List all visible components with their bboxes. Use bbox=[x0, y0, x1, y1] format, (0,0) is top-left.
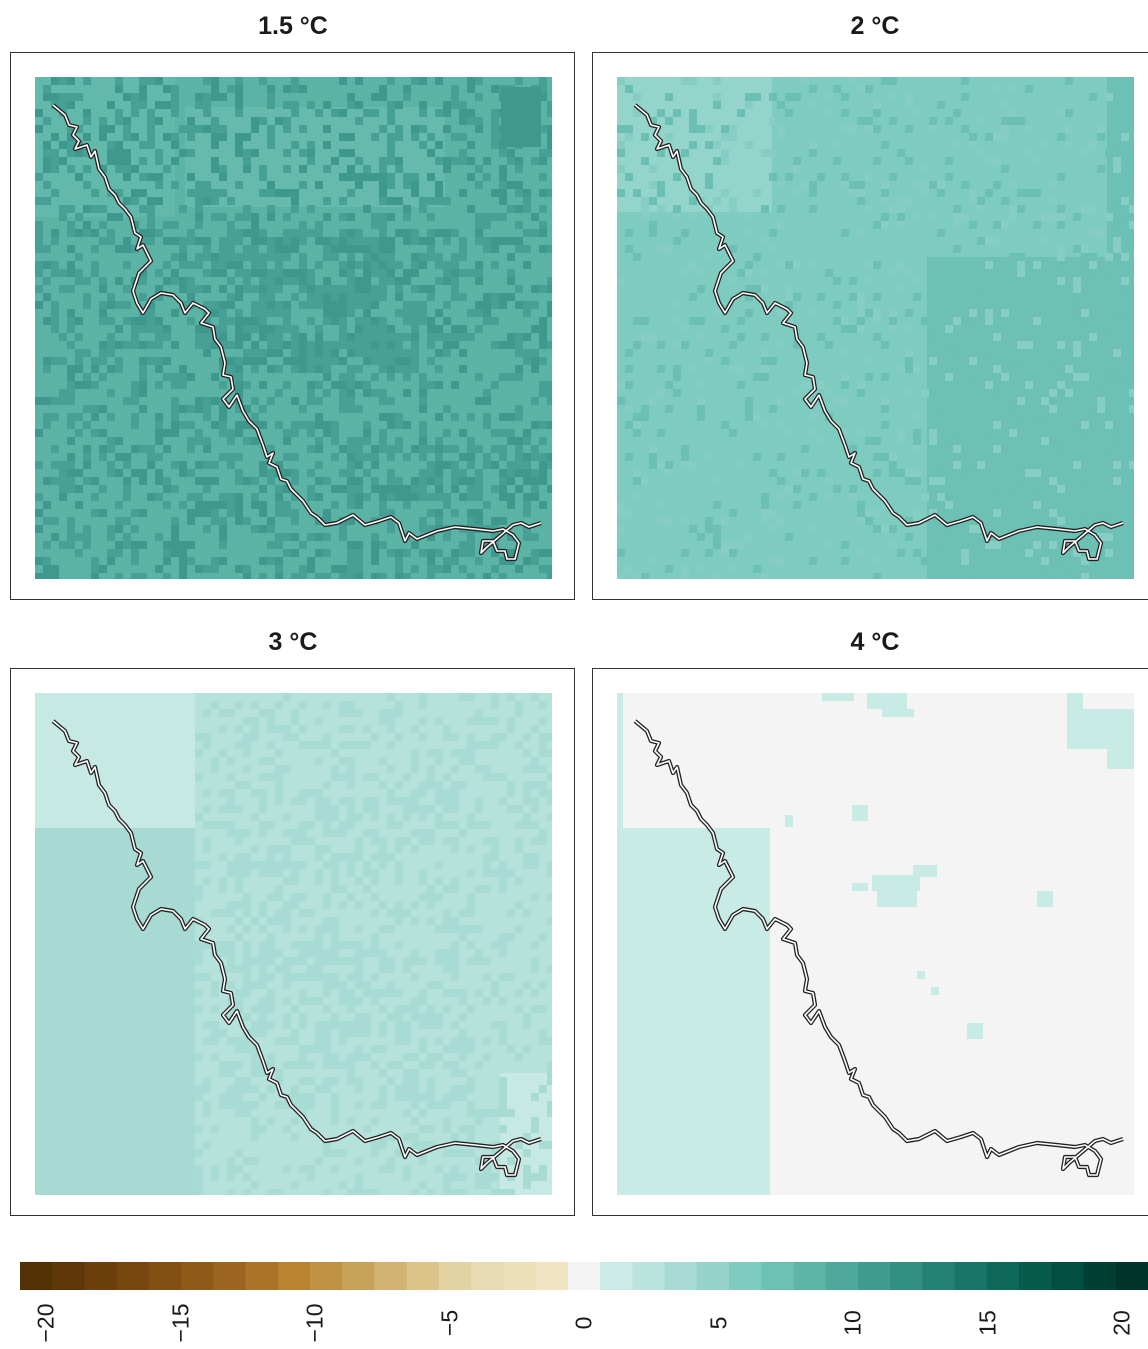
raster-map-2c bbox=[617, 77, 1134, 579]
legend-swatch bbox=[310, 1262, 343, 1290]
legend-tick-label: −10 bbox=[285, 1302, 345, 1344]
legend-tick-label: 15 bbox=[958, 1302, 1018, 1344]
legend-swatch bbox=[954, 1262, 988, 1290]
coastline-outline bbox=[633, 719, 1124, 1178]
legend-tick-text: 0 bbox=[570, 1316, 597, 1330]
panel-title-3c: 3 °C bbox=[268, 628, 318, 656]
legend-swatch bbox=[1051, 1262, 1085, 1290]
legend-tick-text: −10 bbox=[301, 1303, 328, 1343]
panel-title-4c: 4 °C bbox=[850, 628, 900, 656]
legend-swatch bbox=[148, 1262, 182, 1290]
legend-tick-text: 20 bbox=[1108, 1310, 1135, 1336]
legend-swatch bbox=[471, 1262, 505, 1290]
legend-swatch bbox=[761, 1262, 795, 1290]
legend-swatch bbox=[632, 1262, 666, 1290]
legend-swatch bbox=[1019, 1262, 1052, 1290]
map-panel-2c bbox=[592, 52, 1148, 600]
map-panel-3c bbox=[10, 668, 575, 1216]
legend-tick-text: 5 bbox=[705, 1316, 731, 1330]
raster-map-4c bbox=[617, 693, 1134, 1195]
legend-tick-label: 10 bbox=[823, 1302, 883, 1344]
darker-strip-west bbox=[35, 828, 195, 1195]
color-legend-bar bbox=[20, 1262, 1148, 1290]
legend-swatch bbox=[181, 1262, 214, 1290]
legend-swatch bbox=[600, 1262, 633, 1290]
legend-swatch bbox=[696, 1262, 730, 1290]
legend-swatch bbox=[503, 1262, 537, 1290]
raster-map-3c bbox=[35, 693, 552, 1195]
legend-tick-label: 0 bbox=[554, 1302, 614, 1344]
legend-swatch bbox=[245, 1262, 279, 1290]
legend-swatch bbox=[84, 1262, 118, 1290]
coastline-outline bbox=[51, 103, 542, 562]
darker-block-east bbox=[927, 257, 1134, 579]
legend-swatch bbox=[535, 1262, 569, 1290]
legend-tick-text: −5 bbox=[436, 1309, 462, 1337]
legend-swatch bbox=[277, 1262, 311, 1290]
legend-swatch bbox=[1115, 1262, 1148, 1290]
legend-swatch bbox=[20, 1262, 53, 1290]
legend-swatch bbox=[922, 1262, 956, 1290]
legend-tick-text: −20 bbox=[32, 1303, 59, 1343]
legend-tick-label: −5 bbox=[420, 1302, 480, 1344]
legend-swatch bbox=[825, 1262, 859, 1290]
legend-tick-label: 5 bbox=[689, 1302, 749, 1344]
coastline-outline bbox=[633, 103, 1124, 562]
teal-strip-west bbox=[617, 828, 770, 1195]
legend-swatch bbox=[729, 1262, 762, 1290]
map-panel-4c bbox=[592, 668, 1148, 1216]
legend-swatch bbox=[213, 1262, 247, 1290]
map-panel-1-5c bbox=[10, 52, 575, 600]
panel-title-1-5c: 1.5 °C bbox=[258, 12, 328, 40]
legend-swatch bbox=[890, 1262, 923, 1290]
legend-swatch bbox=[1083, 1262, 1117, 1290]
legend-tick-label: 20 bbox=[1092, 1302, 1148, 1344]
legend-tick-text: 15 bbox=[974, 1310, 1000, 1336]
legend-swatch bbox=[342, 1262, 376, 1290]
legend-swatch bbox=[52, 1262, 86, 1290]
coastline-outline bbox=[51, 719, 542, 1178]
legend-swatch bbox=[664, 1262, 698, 1290]
legend-tick-text: −15 bbox=[167, 1303, 193, 1343]
legend-swatch bbox=[374, 1262, 408, 1290]
panel-title-2c: 2 °C bbox=[850, 12, 900, 40]
legend-swatch bbox=[116, 1262, 150, 1290]
legend-tick-label: −15 bbox=[151, 1302, 211, 1344]
legend-swatch bbox=[406, 1262, 440, 1290]
legend-swatch bbox=[793, 1262, 827, 1290]
legend-swatch bbox=[567, 1262, 601, 1290]
legend-tick-label: −20 bbox=[16, 1302, 76, 1344]
raster-map-1-5c bbox=[35, 77, 552, 579]
legend-swatch bbox=[857, 1262, 891, 1290]
legend-swatch bbox=[438, 1262, 472, 1290]
legend-tick-text: 10 bbox=[839, 1310, 866, 1336]
legend-swatch bbox=[986, 1262, 1020, 1290]
lighter-block-nw bbox=[35, 693, 195, 828]
